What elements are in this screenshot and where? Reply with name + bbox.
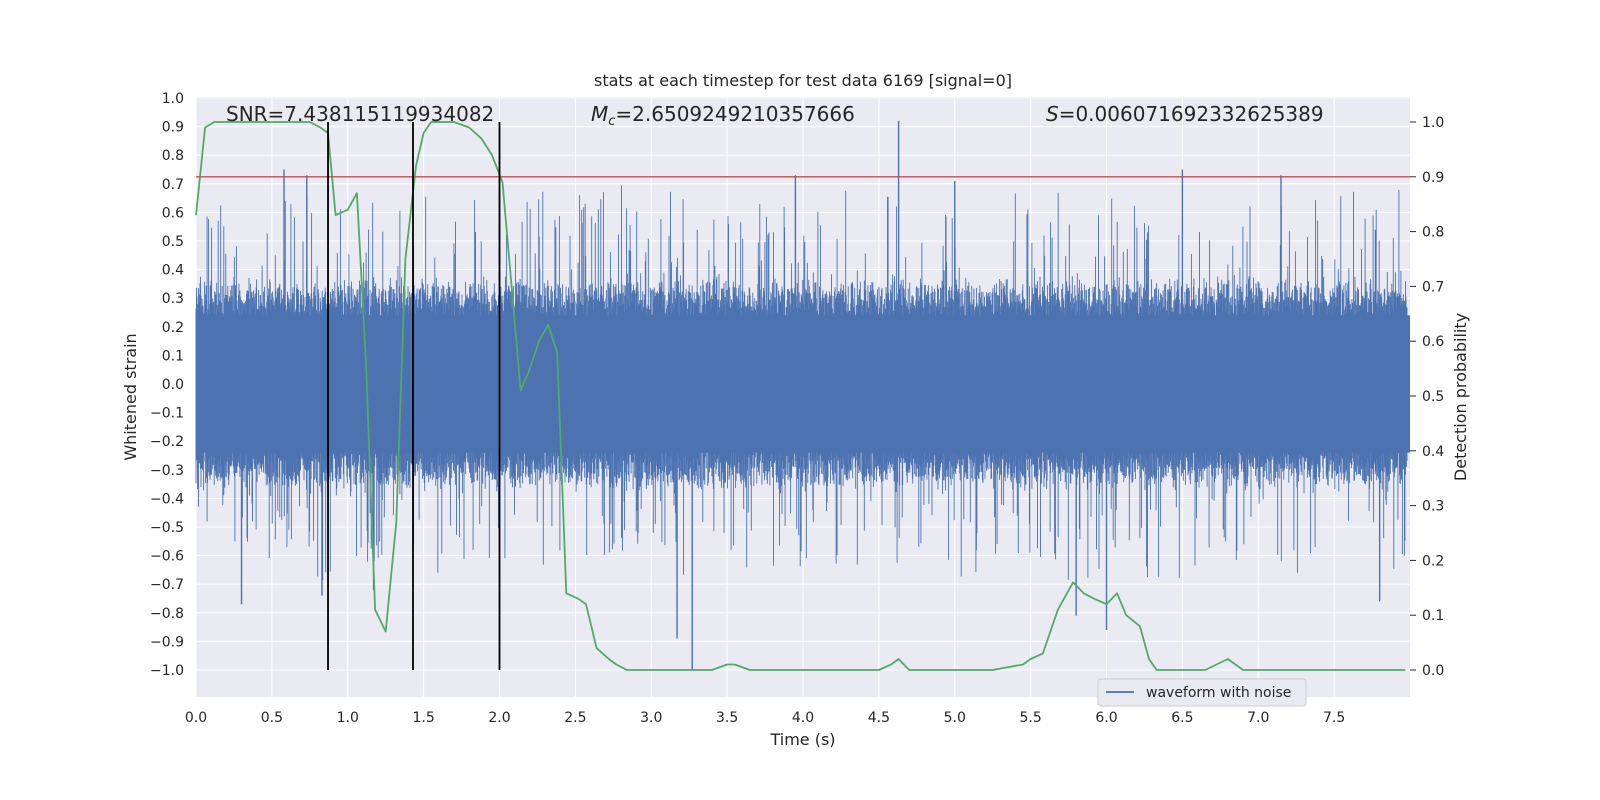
x-axis-ticks: 0.0 0.5 1.0 1.5 2.0 2.5 3.0 3.5 4.0 4.5 5.0 5.5 6.0 6… [185, 710, 1345, 726]
snr-annotation: SNR=7.438115119934082 [226, 102, 494, 126]
waveform-series [195, 120, 1410, 670]
x-tick-label: 3.5 [716, 710, 738, 726]
chart-title: stats at each timestep for test data 616… [594, 71, 1012, 90]
y-right-tick-label: 0.9 [1422, 170, 1444, 186]
x-tick-label: 0.0 [185, 710, 207, 726]
x-tick-label: 1.0 [337, 710, 359, 726]
y-tick-label: −0.4 [150, 491, 184, 507]
y-axis-label: Whitened strain [121, 333, 140, 460]
x-tick-label: 4.0 [792, 710, 814, 726]
x-tick-label: 1.5 [412, 710, 434, 726]
y-tick-label: 0.8 [162, 148, 184, 164]
x-tick-label: 7.0 [1247, 710, 1269, 726]
y-tick-label: 0.7 [162, 177, 184, 193]
y-tick-label: −0.5 [150, 520, 184, 536]
y-axis-right-ticks: 1.0 0.9 0.8 0.7 0.6 0.5 0.4 0.3 0.2 0.1 0.0 [1410, 115, 1444, 679]
s-symbol: S [1046, 102, 1059, 126]
y-right-tick-label: 0.4 [1422, 444, 1444, 460]
s-value: =0.006071692332625389 [1059, 102, 1324, 126]
y-right-tick-label: 0.3 [1422, 499, 1444, 515]
x-tick-label: 6.5 [1171, 710, 1193, 726]
x-tick-label: 2.0 [488, 710, 510, 726]
y-right-tick-label: 1.0 [1422, 115, 1444, 131]
x-tick-label: 0.5 [261, 710, 283, 726]
s-annotation: S=0.006071692332625389 [1046, 102, 1324, 126]
legend: waveform with noise [1097, 678, 1307, 707]
y-right-tick-label: 0.8 [1422, 225, 1444, 241]
y-tick-label: −0.8 [150, 606, 184, 622]
x-tick-label: 3.0 [640, 710, 662, 726]
y-tick-label: −1.0 [150, 663, 184, 679]
y-tick-label: −0.1 [150, 406, 184, 422]
x-tick-label: 6.0 [1095, 710, 1117, 726]
y-axis-ticks: 1.0 0.9 0.8 0.7 0.6 0.5 0.4 0.3 0.2 0.1 0.0 −0.1 −0.… [150, 91, 184, 679]
y-tick-label: −0.7 [150, 577, 184, 593]
y-tick-label: 0.5 [162, 234, 184, 250]
mc-value: =2.6509249210357666 [615, 102, 854, 126]
probability-line [195, 121, 1406, 671]
overlay-lines [196, 122, 1410, 670]
legend-box [1097, 678, 1307, 707]
x-tick-label: 2.5 [564, 710, 586, 726]
legend-label: waveform with noise [1146, 685, 1291, 701]
y-tick-label: 0.6 [162, 205, 184, 221]
annotations: SNR=7.438115119934082 Mc=2.6509249210357… [226, 102, 1324, 129]
probability-series [195, 121, 1406, 671]
y-tick-label: 0.9 [162, 120, 184, 136]
y-right-tick-label: 0.2 [1422, 553, 1444, 569]
y-tick-label: 0.0 [162, 377, 184, 393]
y-tick-label: 0.3 [162, 291, 184, 307]
x-axis-label: Time (s) [769, 730, 835, 749]
y-tick-label: −0.6 [150, 549, 184, 565]
y-axis-right-label: Detection probability [1451, 313, 1470, 481]
x-tick-label: 5.5 [1019, 710, 1041, 726]
y-tick-label: 0.1 [162, 348, 184, 364]
y-tick-label: −0.3 [150, 463, 184, 479]
y-right-tick-label: 0.1 [1422, 608, 1444, 624]
y-tick-label: −0.2 [150, 434, 184, 450]
mc-symbol: M [591, 102, 608, 126]
mc-subscript: c [608, 114, 615, 129]
waveform-core [196, 315, 1410, 453]
y-tick-label: 0.4 [162, 263, 184, 279]
y-right-tick-label: 0.5 [1422, 389, 1444, 405]
x-tick-label: 7.5 [1323, 710, 1345, 726]
y-tick-label: 0.2 [162, 320, 184, 336]
y-right-tick-label: 0.7 [1422, 279, 1444, 295]
mc-annotation: Mc=2.6509249210357666 [591, 102, 855, 129]
y-tick-label: 1.0 [162, 91, 184, 107]
y-right-tick-label: 0.0 [1422, 663, 1444, 679]
x-tick-label: 4.5 [868, 710, 890, 726]
x-tick-label: 5.0 [944, 710, 966, 726]
y-tick-label: −0.9 [150, 634, 184, 650]
y-right-tick-label: 0.6 [1422, 334, 1444, 350]
